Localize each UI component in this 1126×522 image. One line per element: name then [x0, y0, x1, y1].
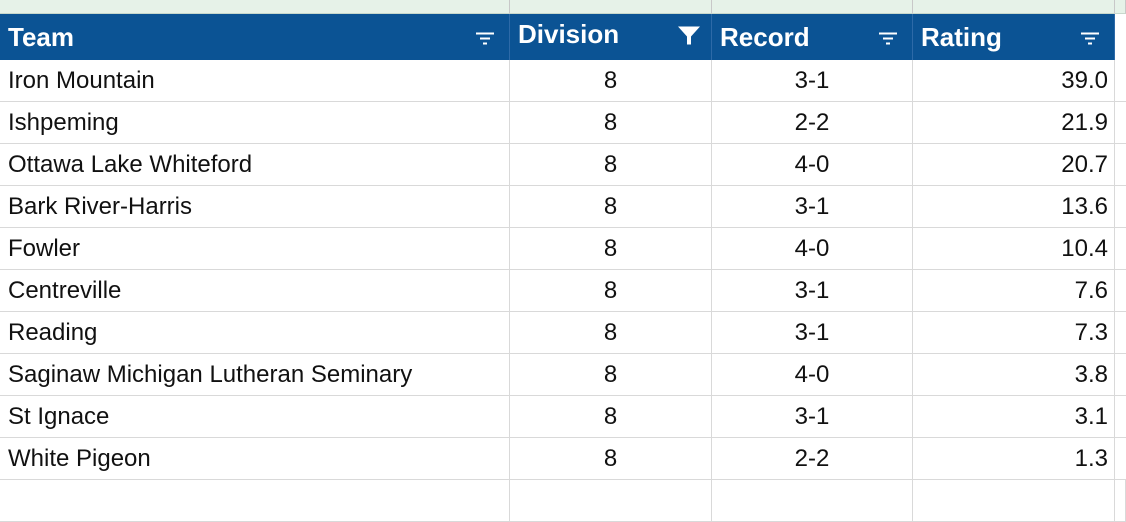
cell: 3-1 [712, 186, 913, 228]
cell [1115, 438, 1126, 480]
cell: 3-1 [712, 396, 913, 438]
cell: 8 [510, 228, 712, 270]
cell: 4-0 [712, 228, 913, 270]
cell: 8 [510, 270, 712, 312]
header-text: Record [720, 21, 810, 52]
header-text: Rating [921, 21, 1002, 52]
cell: 39.0 [913, 60, 1115, 102]
cell: Ottawa Lake Whiteford [0, 144, 510, 186]
column-strip [1115, 0, 1126, 14]
cell: 20.7 [913, 144, 1115, 186]
cell: 21.9 [913, 102, 1115, 144]
cell: 8 [510, 186, 712, 228]
filter-icon [879, 32, 897, 45]
cell: 3.8 [913, 354, 1115, 396]
cell: St Ignace [0, 396, 510, 438]
header-cell[interactable]: Record [712, 14, 913, 60]
filter-button[interactable] [475, 22, 495, 53]
cell: 8 [510, 144, 712, 186]
cell: Reading [0, 312, 510, 354]
cell [1115, 312, 1126, 354]
cell [1115, 354, 1126, 396]
cell: 2-2 [712, 438, 913, 480]
column-strip [913, 0, 1115, 14]
cell: Saginaw Michigan Lutheran Seminary [0, 354, 510, 396]
filter-icon [1081, 32, 1099, 45]
cell [1115, 186, 1126, 228]
cell [1115, 228, 1126, 270]
filter-icon [476, 32, 494, 45]
cell: Ishpeming [0, 102, 510, 144]
filter-active-icon [678, 26, 700, 45]
column-strip [0, 0, 510, 14]
cell [510, 480, 712, 522]
cell: 8 [510, 312, 712, 354]
cell: Centreville [0, 270, 510, 312]
cell: 13.6 [913, 186, 1115, 228]
cell: 8 [510, 438, 712, 480]
cell: Fowler [0, 228, 510, 270]
cell: Iron Mountain [0, 60, 510, 102]
cell [1115, 396, 1126, 438]
cell: Bark River-Harris [0, 186, 510, 228]
filter-button[interactable] [878, 22, 898, 53]
cell: 3-1 [712, 270, 913, 312]
cell: 4-0 [712, 354, 913, 396]
cell [913, 480, 1115, 522]
cell: 3-1 [712, 312, 913, 354]
cell: 8 [510, 354, 712, 396]
cell: 10.4 [913, 228, 1115, 270]
column-strip [712, 0, 913, 14]
cell [0, 480, 510, 522]
header-cell[interactable]: Rating [913, 14, 1115, 60]
header-text: Team [8, 21, 74, 52]
header-cell[interactable]: Division [510, 14, 712, 60]
cell: 4-0 [712, 144, 913, 186]
cell [712, 480, 913, 522]
cell: 7.3 [913, 312, 1115, 354]
cell: White Pigeon [0, 438, 510, 480]
cell: 8 [510, 102, 712, 144]
cell: 7.6 [913, 270, 1115, 312]
cell: 8 [510, 396, 712, 438]
cell: 3-1 [712, 60, 913, 102]
header-text: Division [518, 18, 620, 49]
cell: 2-2 [712, 102, 913, 144]
header-cell [1115, 14, 1126, 60]
cell: 1.3 [913, 438, 1115, 480]
cell: 3.1 [913, 396, 1115, 438]
cell [1115, 60, 1126, 102]
header-cell[interactable]: Team [0, 14, 510, 60]
filter-button[interactable] [1080, 22, 1100, 53]
cell [1115, 270, 1126, 312]
cell [1115, 144, 1126, 186]
filter-button[interactable] [677, 22, 701, 53]
cell [1115, 102, 1126, 144]
cell [1115, 480, 1126, 522]
cell: 8 [510, 60, 712, 102]
column-strip [510, 0, 712, 14]
